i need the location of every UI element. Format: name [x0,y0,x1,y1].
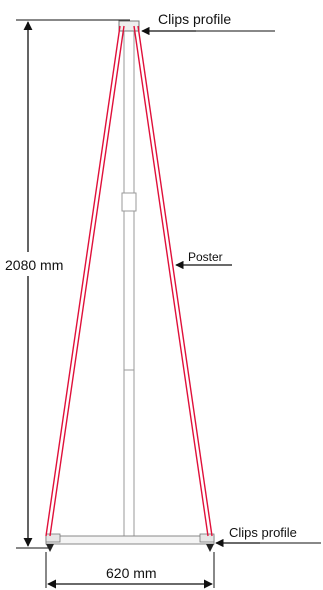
poster-left-inner [49,25,125,537]
clips-profile-top-label: Clips profile [158,11,231,27]
left-foot [46,544,54,552]
height-label: 2080 mm [5,257,63,273]
width-label: 620 mm [106,565,157,581]
poster-callout: Poster [175,250,232,270]
bottom-right-clip [199,533,215,543]
poster-right-outer [137,25,213,537]
base-bar [45,535,215,545]
height-dimension: 2080 mm [3,19,130,549]
pole-shaft [123,27,135,539]
bottom-left-clip [45,533,61,543]
top-clip-block [118,20,140,32]
clips-profile-bottom-label: Clips profile [229,525,297,540]
right-foot [206,544,214,552]
poster-right-inner [133,25,209,537]
pole-joint-upper [121,192,137,212]
poster-left-outer [45,25,121,537]
poster-lines [45,25,213,537]
clips-profile-bottom-callout: Clips profile [215,525,321,548]
height-label-bg [3,252,83,276]
poster-label: Poster [188,250,223,264]
width-dimension: 620 mm [45,552,215,589]
stand-base [45,533,215,552]
clips-profile-top-callout: Clips profile [141,11,275,36]
center-pole [118,20,140,539]
